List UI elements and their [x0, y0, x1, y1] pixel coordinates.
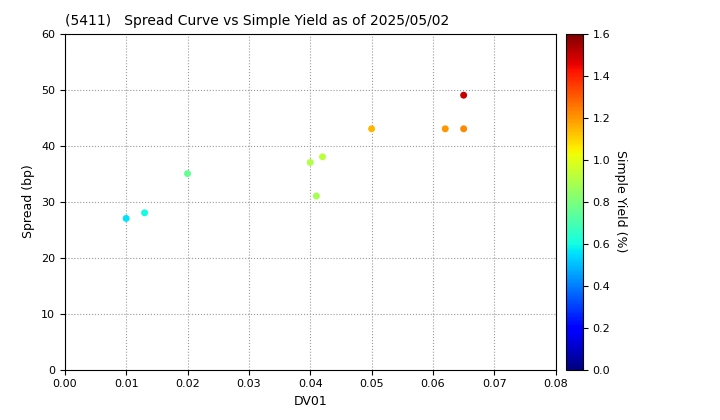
Point — [458, 126, 469, 132]
Point — [305, 159, 316, 166]
Point — [366, 126, 377, 132]
Text: (5411)   Spread Curve vs Simple Yield as of 2025/05/02: (5411) Spread Curve vs Simple Yield as o… — [65, 14, 449, 28]
Point — [120, 215, 132, 222]
Point — [310, 193, 322, 199]
Y-axis label: Simple Yield (%): Simple Yield (%) — [614, 150, 627, 253]
Point — [458, 92, 469, 99]
Point — [439, 126, 451, 132]
Y-axis label: Spread (bp): Spread (bp) — [22, 165, 35, 239]
Point — [317, 153, 328, 160]
Point — [181, 170, 193, 177]
Point — [139, 210, 150, 216]
X-axis label: DV01: DV01 — [293, 395, 327, 408]
